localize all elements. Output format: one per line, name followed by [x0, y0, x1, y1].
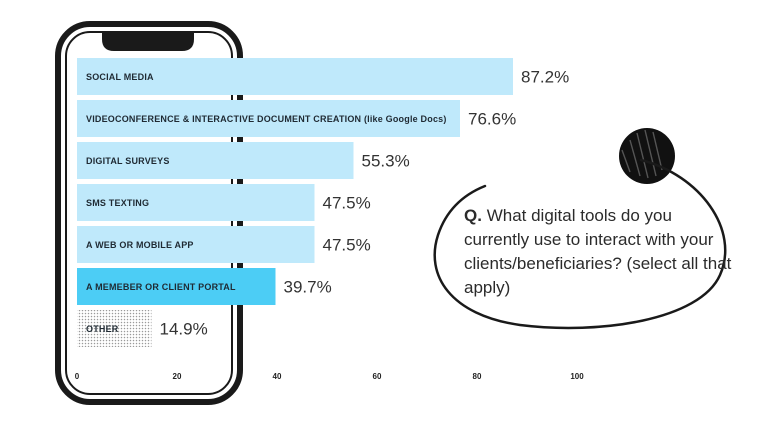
speech-loop	[433, 158, 727, 330]
x-axis: 0 20 40 60 80 100	[75, 372, 584, 381]
bar-7	[77, 310, 152, 347]
survey-question: Q. What digital tools do you currently u…	[464, 204, 734, 300]
bar-value-label: 76.6%	[468, 110, 516, 129]
bar-value-label: 47.5%	[323, 194, 371, 213]
bar-category-label: A WEB OR MOBILE APP	[86, 240, 194, 250]
decorative-circle-doodle	[619, 128, 675, 184]
x-tick-label: 20	[173, 372, 182, 381]
bar-3	[77, 142, 354, 179]
x-tick-label: 0	[75, 372, 80, 381]
bar-1	[77, 58, 513, 95]
bar-6	[77, 268, 276, 305]
question-prefix: Q.	[464, 206, 482, 225]
x-tick-label: 80	[473, 372, 482, 381]
x-tick-label: 60	[373, 372, 382, 381]
bars-layer: SOCIAL MEDIA 87.2% VIDEOCONFERENCE & INTER…	[77, 58, 569, 347]
bar-value-label: 39.7%	[284, 278, 332, 297]
phone-notch	[102, 31, 194, 51]
bar-value-label: 47.5%	[323, 236, 371, 255]
x-tick-label: 100	[570, 372, 584, 381]
bar-category-label: DIGITAL SURVEYS	[86, 156, 170, 166]
bar-category-label: VIDEOCONFERENCE & INTERACTIVE DOCUMENT C…	[86, 114, 447, 124]
bar-category-label: OTHER	[86, 324, 119, 334]
bar-category-label: SMS TEXTING	[86, 198, 149, 208]
bar-2	[77, 100, 460, 137]
bar-value-label: 55.3%	[362, 152, 410, 171]
circle-hatching	[621, 129, 663, 179]
bar-4	[77, 184, 315, 221]
bar-category-label: A MEMEBER OR CLIENT PORTAL	[86, 282, 236, 292]
bar-value-label: 14.9%	[160, 320, 208, 339]
bar-5	[77, 226, 315, 263]
bar-category-label: SOCIAL MEDIA	[86, 72, 154, 82]
bar-value-label: 87.2%	[521, 68, 569, 87]
hatched-circle	[619, 128, 675, 184]
question-text: What digital tools do you currently use …	[464, 206, 732, 297]
x-tick-label: 40	[273, 372, 282, 381]
